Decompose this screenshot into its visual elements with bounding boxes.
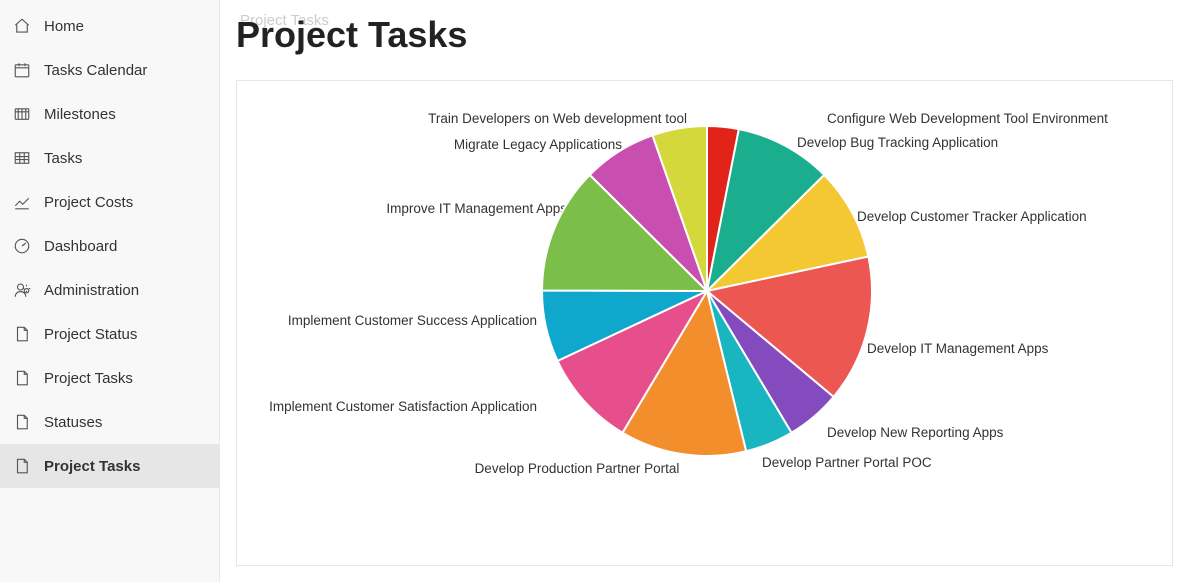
sidebar-item-milestones[interactable]: Milestones xyxy=(0,92,219,136)
main-content: Project Tasks Project Tasks Configure We… xyxy=(220,0,1189,582)
page-icon xyxy=(12,412,32,432)
sidebar-item-statuses[interactable]: Statuses xyxy=(0,400,219,444)
sidebar-item-label: Project Status xyxy=(44,326,137,343)
chart-card: Configure Web Development Tool Environme… xyxy=(236,80,1173,566)
chart-line-icon xyxy=(12,192,32,212)
sidebar-item-project-status[interactable]: Project Status xyxy=(0,312,219,356)
page-icon xyxy=(12,456,32,476)
sidebar-item-label: Tasks Calendar xyxy=(44,62,147,79)
sidebar-item-administration[interactable]: Administration xyxy=(0,268,219,312)
home-icon xyxy=(12,16,32,36)
sidebar-item-dashboard[interactable]: Dashboard xyxy=(0,224,219,268)
page-icon xyxy=(12,324,32,344)
sidebar-item-label: Project Tasks xyxy=(44,370,133,387)
sidebar-item-project-tasks[interactable]: Project Tasks xyxy=(0,444,219,488)
table-icon xyxy=(12,148,32,168)
sidebar-item-label: Project Tasks xyxy=(44,458,140,475)
page-icon xyxy=(12,368,32,388)
sidebar-item-label: Milestones xyxy=(44,106,116,123)
sidebar-item-project-tasks[interactable]: Project Tasks xyxy=(0,356,219,400)
pie-slice-label: Develop Customer Tracker Application xyxy=(857,209,1087,224)
milestone-icon xyxy=(12,104,32,124)
sidebar-item-label: Statuses xyxy=(44,414,102,431)
sidebar-item-label: Administration xyxy=(44,282,139,299)
pie-slice-label: Implement Customer Success Application xyxy=(288,313,537,328)
sidebar-item-tasks[interactable]: Tasks xyxy=(0,136,219,180)
sidebar-item-label: Dashboard xyxy=(44,238,117,255)
admin-icon xyxy=(12,280,32,300)
page-title: Project Tasks xyxy=(236,14,467,56)
pie-chart: Configure Web Development Tool Environme… xyxy=(237,81,1172,565)
sidebar-item-label: Project Costs xyxy=(44,194,133,211)
sidebar: Home Tasks Calendar Milestones Tasks Project… xyxy=(0,0,220,582)
pie-slice-label: Develop Production Partner Portal xyxy=(475,461,680,476)
sidebar-item-label: Home xyxy=(44,18,84,35)
pie-slice-label: Implement Customer Satisfaction Applicat… xyxy=(269,399,537,414)
calendar-icon xyxy=(12,60,32,80)
pie-slice-label: Develop IT Management Apps xyxy=(867,341,1048,356)
sidebar-item-label: Tasks xyxy=(44,150,82,167)
sidebar-item-tasks-calendar[interactable]: Tasks Calendar xyxy=(0,48,219,92)
gauge-icon xyxy=(12,236,32,256)
sidebar-item-project-costs[interactable]: Project Costs xyxy=(0,180,219,224)
sidebar-item-home[interactable]: Home xyxy=(0,4,219,48)
